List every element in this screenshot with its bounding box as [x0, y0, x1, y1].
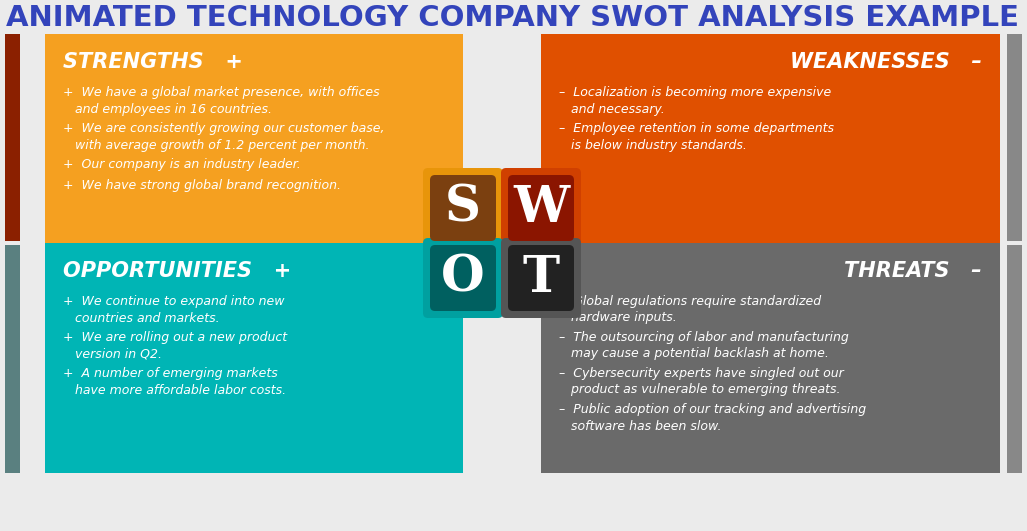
Text: –  The outsourcing of labor and manufacturing
   may cause a potential backlash : – The outsourcing of labor and manufactu… [559, 331, 848, 361]
FancyBboxPatch shape [423, 168, 503, 248]
Bar [45, 243, 463, 473]
Text: +  We are rolling out a new product
   version in Q2.: + We are rolling out a new product versi… [63, 331, 288, 361]
FancyBboxPatch shape [423, 238, 503, 318]
Text: –  Cybersecurity experts have singled out our
   product as vulnerable to emergi: – Cybersecurity experts have singled out… [559, 367, 844, 397]
FancyBboxPatch shape [508, 175, 574, 241]
Text: +  We continue to expand into new
   countries and markets.: + We continue to expand into new countri… [63, 295, 284, 324]
Bar [541, 243, 1000, 473]
Text: T: T [523, 253, 560, 303]
FancyBboxPatch shape [501, 168, 581, 248]
Text: STRENGTHS   +: STRENGTHS + [63, 52, 242, 72]
FancyBboxPatch shape [501, 238, 581, 318]
Text: –  Localization is becoming more expensive
   and necessary.: – Localization is becoming more expensiv… [559, 86, 831, 116]
Text: OPPORTUNITIES   +: OPPORTUNITIES + [63, 261, 292, 281]
Text: +  Our company is an industry leader.: + Our company is an industry leader. [63, 158, 301, 171]
Text: +  A number of emerging markets
   have more affordable labor costs.: + A number of emerging markets have more… [63, 367, 287, 397]
Text: ANIMATED TECHNOLOGY COMPANY SWOT ANALYSIS EXAMPLE: ANIMATED TECHNOLOGY COMPANY SWOT ANALYSI… [6, 4, 1020, 32]
Bar [1007, 245, 1022, 473]
Bar [541, 34, 1000, 243]
Bar [1007, 34, 1022, 241]
FancyBboxPatch shape [430, 245, 496, 311]
Text: –  Public adoption of our tracking and advertising
   software has been slow.: – Public adoption of our tracking and ad… [559, 403, 866, 433]
Text: +  We are consistently growing our customer base,
   with average growth of 1.2 : + We are consistently growing our custom… [63, 122, 384, 151]
Text: +  We have strong global brand recognition.: + We have strong global brand recognitio… [63, 179, 341, 193]
Text: +  We have a global market presence, with offices
   and employees in 16 countri: + We have a global market presence, with… [63, 86, 380, 116]
Bar [5, 34, 20, 241]
Text: WEAKNESSES   –: WEAKNESSES – [790, 52, 982, 72]
Text: THREATS   –: THREATS – [844, 261, 982, 281]
Text: –  Global regulations require standardized
   hardware inputs.: – Global regulations require standardize… [559, 295, 822, 324]
Bar [45, 34, 463, 243]
FancyBboxPatch shape [508, 245, 574, 311]
Text: O: O [442, 253, 485, 303]
FancyBboxPatch shape [430, 175, 496, 241]
Bar [5, 245, 20, 473]
Text: –  Employee retention in some departments
   is below industry standards.: – Employee retention in some departments… [559, 122, 834, 151]
Text: W: W [512, 184, 569, 233]
Text: S: S [445, 184, 481, 233]
